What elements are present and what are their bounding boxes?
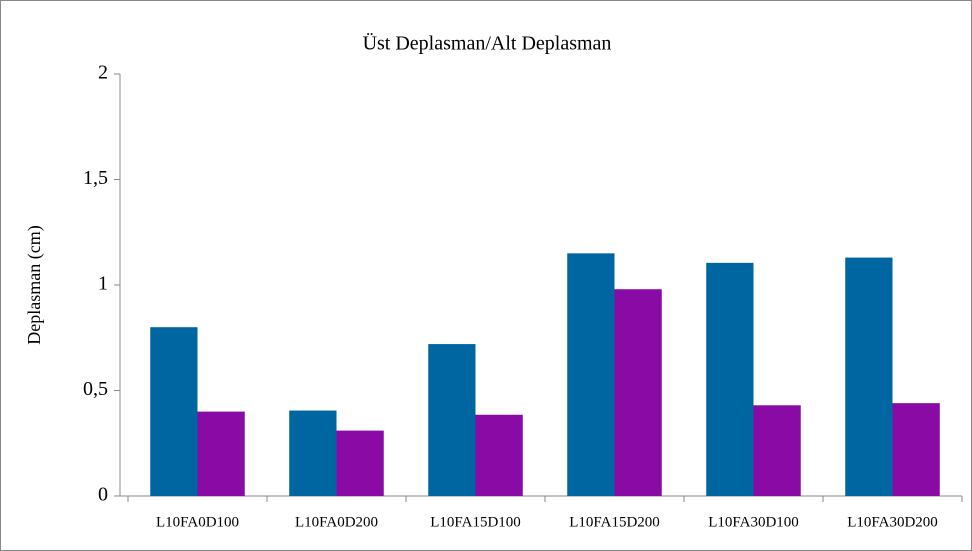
x-tick-label: L10FA0D200	[295, 514, 378, 530]
y-tick-label: 1,5	[83, 167, 108, 189]
bar	[753, 405, 801, 496]
bar	[892, 403, 940, 496]
bar	[845, 257, 893, 496]
bar	[428, 344, 476, 496]
bar	[289, 410, 337, 496]
bar	[336, 430, 384, 496]
y-tick-label: 1	[98, 273, 108, 295]
x-tick-label: L10FA30D200	[847, 514, 938, 530]
y-tick-label: 2	[98, 62, 108, 84]
y-tick-label: 0,5	[83, 378, 108, 400]
x-tick-label: L10FA15D200	[569, 514, 660, 530]
bar	[150, 327, 198, 496]
bar	[614, 289, 662, 496]
x-tick-label: L10FA0D100	[156, 514, 239, 530]
bar	[706, 262, 754, 496]
y-tick-label: 0	[98, 484, 108, 506]
x-tick-label: L10FA15D100	[430, 514, 521, 530]
bar	[197, 411, 245, 496]
bar	[475, 414, 523, 496]
y-axis-label: Deplasman (cm)	[24, 225, 45, 344]
x-tick-label: L10FA30D100	[708, 514, 799, 530]
bar	[567, 253, 615, 496]
chart-title: Üst Deplasman/Alt Deplasman	[363, 32, 612, 55]
